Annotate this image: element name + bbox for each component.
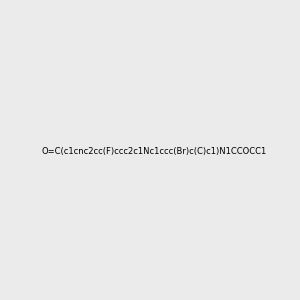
- Text: O=C(c1cnc2cc(F)ccc2c1Nc1ccc(Br)c(C)c1)N1CCOCC1: O=C(c1cnc2cc(F)ccc2c1Nc1ccc(Br)c(C)c1)N1…: [41, 147, 266, 156]
